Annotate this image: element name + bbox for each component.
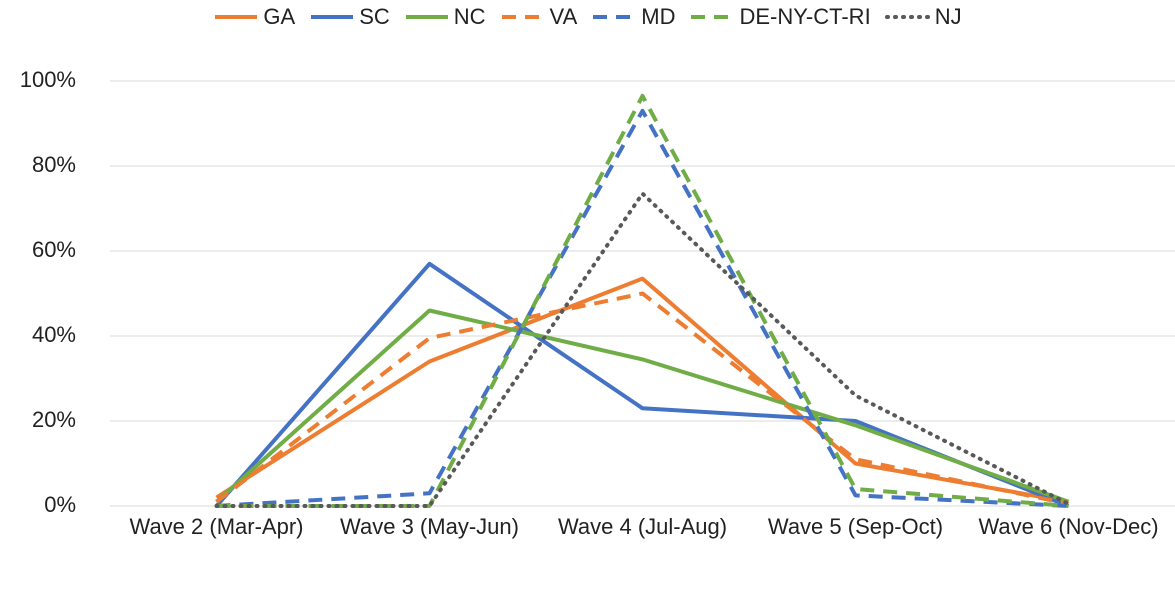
legend-swatch (691, 15, 734, 19)
legend-label: DE-NY-CT-RI (739, 4, 871, 29)
y-tick-label: 80% (32, 152, 76, 177)
series-line (214, 191, 1071, 508)
legend-swatch (593, 15, 636, 19)
y-tick-label: 60% (32, 237, 76, 262)
legend-swatch (311, 15, 354, 19)
x-tick-label: Wave 2 (Mar-Apr) (129, 514, 304, 539)
x-tick-label: Wave 5 (Sep-Oct) (767, 514, 944, 539)
series-line (215, 291, 1069, 506)
x-tick-label: Wave 3 (May-Jun) (340, 514, 519, 539)
x-tick-label: Wave 4 (Jul-Aug) (557, 514, 728, 539)
y-tick-label: 20% (32, 407, 76, 432)
legend-swatch (215, 15, 258, 19)
legend-label: MD (641, 4, 676, 29)
legend-label: GA (263, 4, 296, 29)
y-tick-label: 0% (44, 492, 76, 517)
legend-swatch (884, 15, 931, 19)
series-line (215, 276, 1069, 504)
series-line (215, 308, 1070, 504)
x-tick-label: Wave 6 (Nov-Dec) (978, 514, 1159, 539)
y-tick-label: 100% (20, 67, 76, 92)
legend-item: MD (591, 4, 675, 30)
legend-item: DE-NY-CT-RI (689, 4, 871, 30)
legend-item: GA (213, 4, 295, 30)
legend-item: NJ (884, 4, 962, 30)
y-tick-label: 40% (32, 322, 76, 347)
legend-item: VA (500, 4, 578, 30)
legend-label: SC (359, 4, 390, 29)
legend-swatch (405, 15, 448, 19)
series-line (216, 93, 1069, 508)
legend-item: NC (404, 4, 486, 30)
legend-label: VA (549, 4, 578, 29)
legend: GA SC NC VA MD DE-NY-CT-RI NJ (0, 4, 1175, 30)
legend-item: SC (309, 4, 390, 30)
legend-label: NC (453, 4, 486, 29)
legend-swatch (501, 15, 544, 19)
series-line (216, 108, 1069, 508)
legend-label: NJ (934, 4, 962, 29)
